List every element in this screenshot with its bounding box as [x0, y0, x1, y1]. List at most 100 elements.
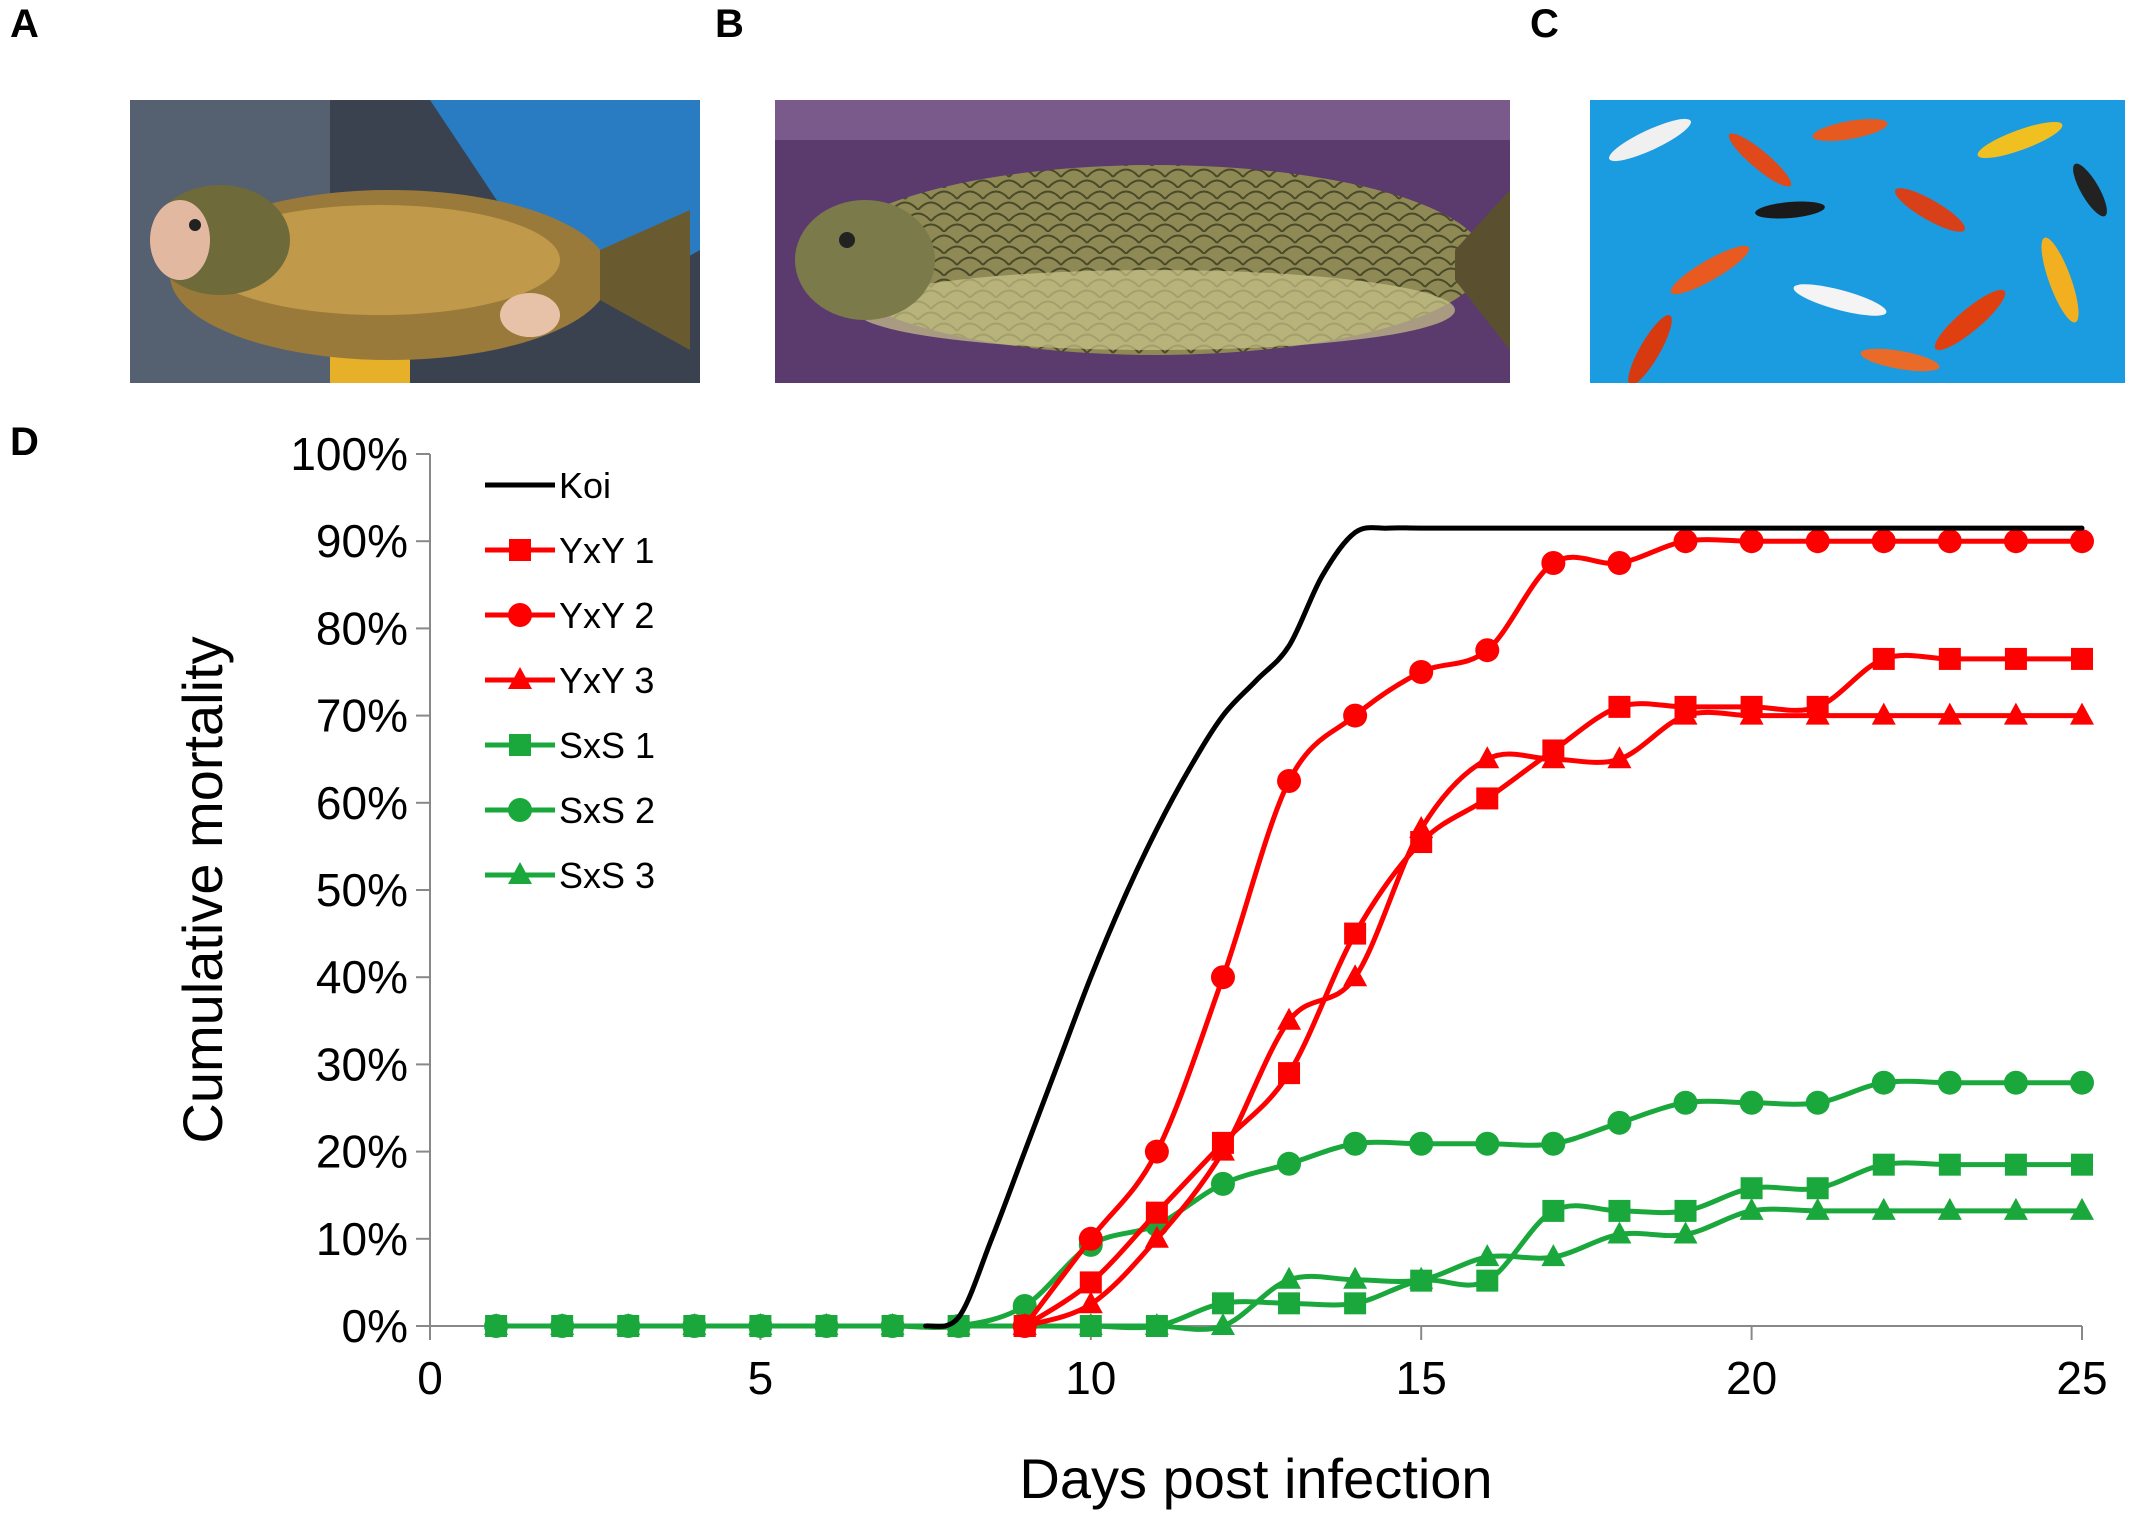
data-point-yxy-3	[1871, 702, 1896, 725]
data-point-sxs-3	[748, 1313, 773, 1335]
y-tick-label: 50%	[316, 864, 408, 916]
series-line-koi	[923, 525, 2085, 1330]
data-point-sxs-3	[2003, 1197, 2028, 1220]
data-point-yxy-3	[1343, 964, 1368, 987]
data-point-yxy-2	[2070, 529, 2094, 554]
photo-koi-pool	[1590, 100, 2125, 383]
data-point-sxs-3	[2070, 1197, 2094, 1220]
data-point-yxy-1	[2071, 647, 2093, 670]
y-tick-label: 60%	[316, 777, 408, 829]
data-point-yxy-2	[1078, 1226, 1103, 1251]
photo-mirror-carp	[130, 100, 700, 383]
data-point-yxy-3	[1607, 746, 1632, 769]
y-tick-label: 40%	[316, 951, 408, 1003]
data-point-yxy-2	[1871, 529, 1896, 554]
data-point-yxy-2	[1210, 965, 1235, 990]
data-point-sxs-3	[1210, 1313, 1235, 1335]
data-point-sxs-1	[2071, 1153, 2093, 1176]
legend-label-sxs-3: SxS 3	[559, 855, 655, 896]
data-point-yxy-2	[1277, 769, 1302, 793]
data-point-sxs-2	[1607, 1110, 1632, 1135]
data-point-sxs-1	[1476, 1269, 1499, 1292]
data-point-sxs-2	[1409, 1131, 1434, 1156]
panel-label-a: A	[10, 2, 39, 46]
data-point-yxy-3	[1739, 702, 1764, 725]
data-point-sxs-2	[1210, 1171, 1235, 1196]
y-axis-title: Cumulative mortality	[171, 636, 234, 1143]
data-point-yxy-3	[2070, 702, 2094, 725]
data-point-sxs-3	[484, 1313, 509, 1335]
data-point-sxs-3	[616, 1313, 641, 1335]
data-point-yxy-1	[1938, 647, 1961, 670]
data-point-sxs-3	[1144, 1313, 1169, 1335]
data-point-sxs-1	[1740, 1177, 1763, 1200]
data-point-yxy-1	[1344, 922, 1367, 945]
data-point-yxy-2	[1343, 703, 1368, 728]
data-point-sxs-2	[2003, 1070, 2028, 1095]
data-point-sxs-3	[880, 1313, 905, 1335]
legend-label-sxs-1: SxS 1	[559, 725, 655, 766]
legend-marker-sxs-1	[509, 734, 531, 756]
legend-item-yxy-1: YxY 1	[485, 530, 654, 571]
data-point-yxy-3	[1078, 1291, 1103, 1314]
legend-item-yxy-3: YxY 3	[485, 660, 654, 701]
data-point-sxs-3	[946, 1313, 971, 1335]
data-point-yxy-3	[1144, 1225, 1169, 1248]
data-point-sxs-3	[682, 1313, 707, 1335]
data-point-yxy-2	[1607, 551, 1632, 575]
data-point-yxy-3	[1475, 746, 1500, 769]
legend-label-yxy-2: YxY 2	[559, 595, 654, 636]
data-point-yxy-2	[1673, 529, 1698, 554]
data-point-yxy-2	[1541, 551, 1566, 575]
data-point-sxs-3	[1937, 1197, 1962, 1220]
x-tick-label: 0	[417, 1352, 443, 1404]
y-tick-label: 20%	[316, 1126, 408, 1178]
data-point-sxs-3	[1277, 1266, 1302, 1289]
x-axis-title: Days post infection	[1019, 1447, 1492, 1510]
series-line-yxy-3	[1022, 709, 2085, 1329]
data-point-sxs-2	[1739, 1090, 1764, 1115]
legend-item-sxs-3: SxS 3	[485, 855, 655, 896]
data-point-yxy-2	[2003, 529, 2028, 554]
legend-marker-yxy-2	[508, 603, 532, 627]
legend-marker-sxs-2	[508, 798, 532, 822]
data-point-sxs-1	[1278, 1292, 1301, 1315]
data-point-yxy-1	[1608, 695, 1631, 718]
chart-axes: 0% 10% 20% 30% 40% 50% 60% 70% 80% 90% 100% 0 5 10 15 2…	[290, 428, 2107, 1404]
data-point-sxs-3	[814, 1313, 839, 1335]
data-point-sxs-1	[1542, 1199, 1565, 1222]
data-point-sxs-2	[1475, 1131, 1500, 1156]
data-point-sxs-3	[1343, 1266, 1368, 1289]
panel-label-b: B	[715, 2, 744, 46]
x-tick-label: 20	[1726, 1352, 1777, 1404]
data-point-sxs-1	[1211, 1292, 1234, 1315]
y-tick-label: 0%	[342, 1300, 408, 1352]
chart-legend: Koi YxY 1 YxY 2 YxY 3 SxS 1 SxS 2 SxS 3	[485, 465, 655, 896]
data-point-sxs-2	[2070, 1070, 2094, 1095]
legend-label-sxs-2: SxS 2	[559, 790, 655, 831]
data-point-yxy-3	[1541, 746, 1566, 769]
data-point-sxs-1	[1608, 1199, 1631, 1222]
panel-label-d: D	[10, 420, 39, 464]
legend-item-yxy-2: YxY 2	[485, 595, 654, 636]
legend-item-koi: Koi	[485, 465, 611, 506]
data-point-yxy-1	[2004, 647, 2027, 670]
data-point-sxs-1	[2004, 1153, 2027, 1176]
data-point-yxy-2	[1805, 529, 1830, 554]
data-point-sxs-2	[1937, 1070, 1962, 1095]
data-point-yxy-1	[1872, 647, 1895, 670]
x-tick-label: 5	[748, 1352, 774, 1404]
data-point-sxs-3	[550, 1313, 575, 1335]
series-sxs-3	[484, 1197, 2094, 1335]
data-point-yxy-3	[1210, 1138, 1235, 1161]
data-point-sxs-3	[1673, 1221, 1698, 1244]
data-point-yxy-2	[1475, 638, 1500, 663]
series-line-sxs-2	[493, 1078, 2085, 1330]
data-point-yxy-3	[1277, 1007, 1302, 1030]
legend-label-yxy-1: YxY 1	[559, 530, 654, 571]
legend-label-koi: Koi	[559, 465, 611, 506]
y-tick-label: 10%	[316, 1213, 408, 1265]
legend-marker-sxs-3	[508, 862, 532, 884]
legend-item-sxs-2: SxS 2	[485, 790, 655, 831]
